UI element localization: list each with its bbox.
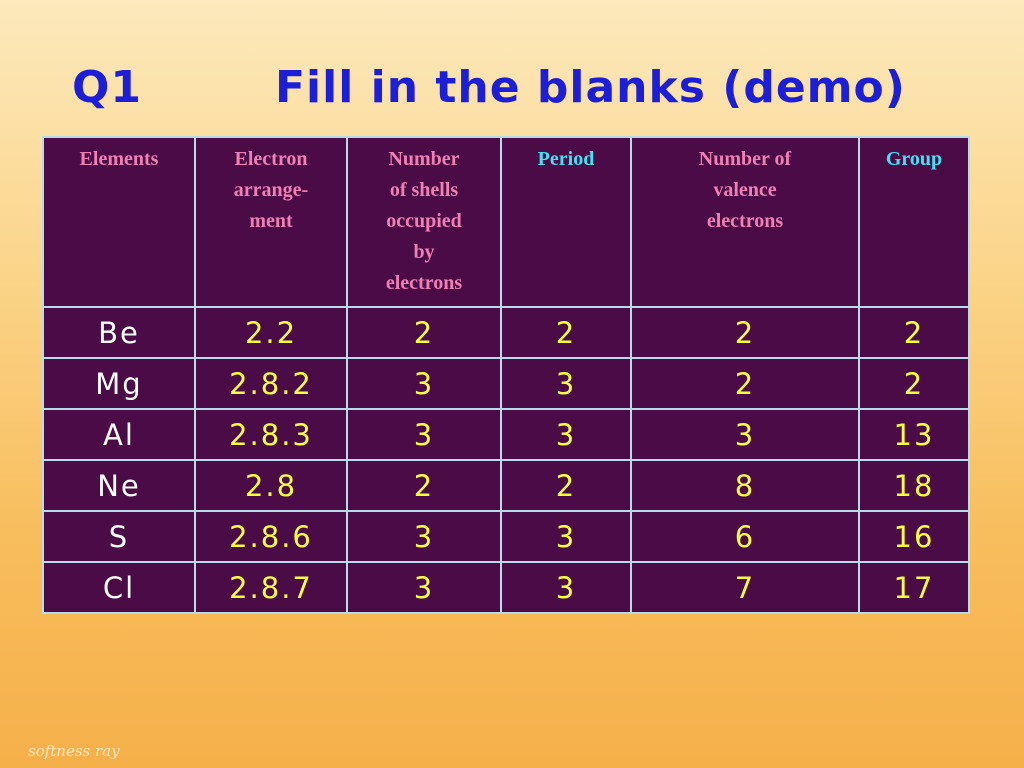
watermark: softness ray <box>28 742 120 760</box>
value-cell: 2 <box>500 306 632 359</box>
value-cell: 13 <box>858 408 970 461</box>
value-cell: 2 <box>630 306 860 359</box>
value-cell: 8 <box>630 459 860 512</box>
value-cell: 3 <box>500 510 632 563</box>
question-number: Q1 <box>72 62 143 113</box>
value-cell: 2.8.3 <box>194 408 348 461</box>
value-cell: 3 <box>346 408 502 461</box>
column-header: Number of valence electrons <box>630 136 860 308</box>
value-cell: 2 <box>346 306 502 359</box>
element-cell: Ne <box>42 459 196 512</box>
header-row: Elements Electron arrange- ment Number of … <box>42 136 970 308</box>
table-row: Mg 2.8.2 3 3 2 2 <box>42 357 970 410</box>
column-header: Elements <box>42 136 196 308</box>
slide-title: Fill in the blanks (demo) <box>275 62 906 113</box>
element-cell: Mg <box>42 357 196 410</box>
element-cell: Cl <box>42 561 196 614</box>
value-cell: 17 <box>858 561 970 614</box>
value-cell: 2.8.6 <box>194 510 348 563</box>
value-cell: 2.8.2 <box>194 357 348 410</box>
table-row: Al 2.8.3 3 3 3 13 <box>42 408 970 461</box>
column-header: Group <box>858 136 970 308</box>
value-cell: 3 <box>500 357 632 410</box>
table-row: Cl 2.8.7 3 3 7 17 <box>42 561 970 614</box>
value-cell: 2.8 <box>194 459 348 512</box>
value-cell: 3 <box>346 357 502 410</box>
value-cell: 7 <box>630 561 860 614</box>
column-header: Electron arrange- ment <box>194 136 348 308</box>
value-cell: 3 <box>500 408 632 461</box>
data-table: Elements Electron arrange- ment Number of … <box>42 136 970 614</box>
value-cell: 3 <box>346 561 502 614</box>
table-row: S 2.8.6 3 3 6 16 <box>42 510 970 563</box>
value-cell: 3 <box>500 561 632 614</box>
value-cell: 3 <box>346 510 502 563</box>
value-cell: 6 <box>630 510 860 563</box>
column-header: Number of shells occupied by electrons <box>346 136 502 308</box>
column-header: Period <box>500 136 632 308</box>
value-cell: 3 <box>630 408 860 461</box>
value-cell: 18 <box>858 459 970 512</box>
element-cell: Be <box>42 306 196 359</box>
table-row: Be 2.2 2 2 2 2 <box>42 306 970 359</box>
value-cell: 2 <box>500 459 632 512</box>
value-cell: 2 <box>346 459 502 512</box>
element-cell: Al <box>42 408 196 461</box>
value-cell: 2 <box>630 357 860 410</box>
table-row: Ne 2.8 2 2 8 18 <box>42 459 970 512</box>
element-cell: S <box>42 510 196 563</box>
value-cell: 2.2 <box>194 306 348 359</box>
value-cell: 2.8.7 <box>194 561 348 614</box>
value-cell: 16 <box>858 510 970 563</box>
value-cell: 2 <box>858 357 970 410</box>
value-cell: 2 <box>858 306 970 359</box>
